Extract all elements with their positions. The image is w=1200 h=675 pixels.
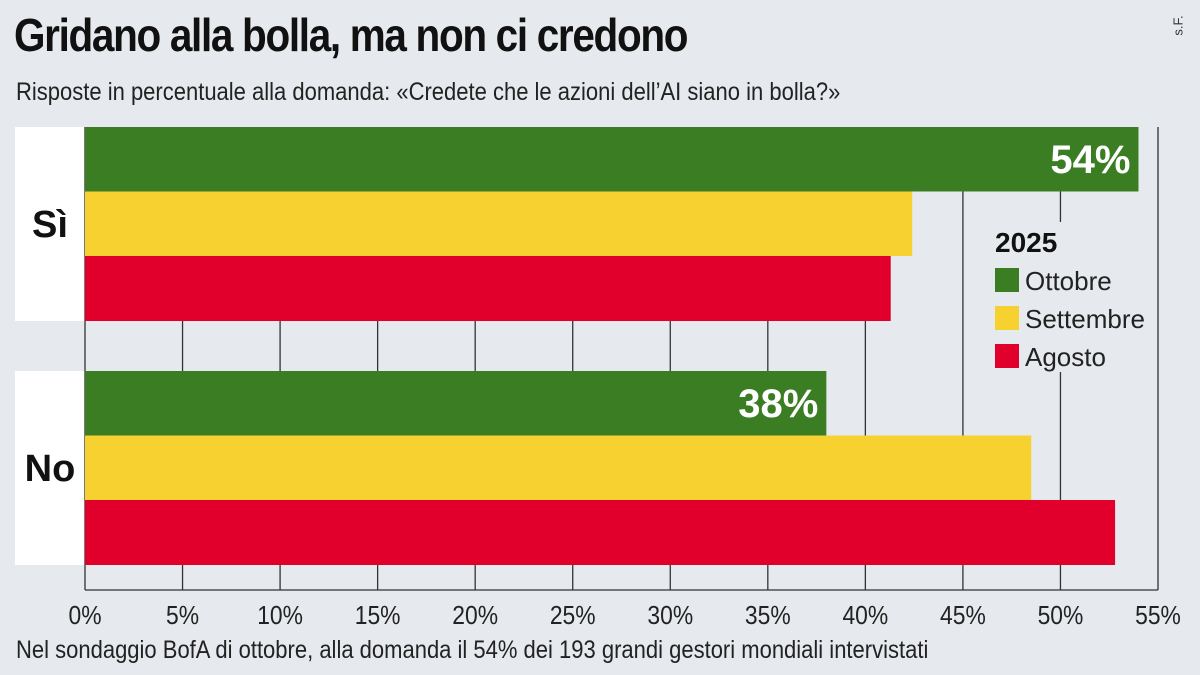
x-tick-label: 5% xyxy=(166,602,199,631)
legend-swatch xyxy=(995,344,1019,368)
x-tick-label: 55% xyxy=(1135,602,1181,631)
x-tick-label: 35% xyxy=(745,602,791,631)
x-tick-label: 25% xyxy=(550,602,596,631)
x-tick-label: 20% xyxy=(452,602,498,631)
bar-agosto xyxy=(85,256,891,321)
x-tick-label: 30% xyxy=(647,602,693,631)
category-panel xyxy=(15,371,85,565)
x-tick-label: 15% xyxy=(355,602,401,631)
chart-title: Gridano alla bolla, ma non ci credono xyxy=(14,9,689,61)
data-label: 54% xyxy=(1050,138,1130,182)
category-panel xyxy=(15,127,85,321)
legend-label: Ottobre xyxy=(1025,266,1112,296)
bar-agosto xyxy=(85,500,1116,565)
legend-label: Agosto xyxy=(1025,342,1106,372)
footnote: Nel sondaggio BofA di ottobre, alla doma… xyxy=(16,636,929,664)
legend-title: 2025 xyxy=(995,227,1057,258)
bar-ottobre xyxy=(85,371,827,436)
bar-settembre xyxy=(85,435,1032,500)
x-tick-label: 45% xyxy=(940,602,986,631)
bar-settembre xyxy=(85,191,913,256)
bar-ottobre xyxy=(85,127,1139,192)
category-label: Sì xyxy=(32,204,68,246)
data-label: 38% xyxy=(738,382,818,426)
chart-subtitle: Risposte in percentuale alla domanda: «C… xyxy=(16,78,841,106)
legend-label: Settembre xyxy=(1025,304,1145,334)
x-tick-label: 0% xyxy=(68,602,101,631)
legend-swatch xyxy=(995,268,1019,292)
x-tick-label: 40% xyxy=(842,602,888,631)
category-label: No xyxy=(25,448,76,490)
x-tick-label: 50% xyxy=(1038,602,1084,631)
legend-swatch xyxy=(995,306,1019,330)
x-tick-label: 10% xyxy=(257,602,303,631)
